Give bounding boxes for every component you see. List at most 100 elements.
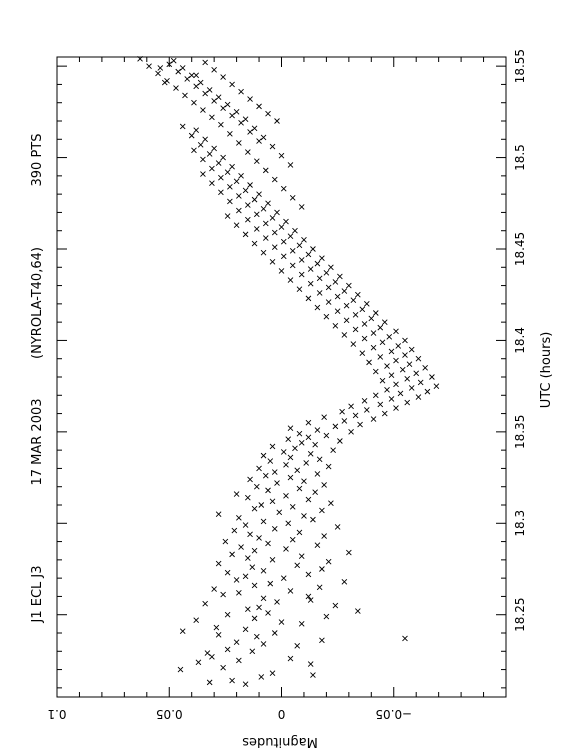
- data-point: [305, 434, 312, 441]
- data-point: [314, 471, 321, 477]
- data-point: [215, 160, 222, 166]
- data-point: [236, 657, 242, 664]
- data-point: [256, 191, 262, 197]
- data-point: [298, 271, 305, 278]
- data-point: [242, 626, 249, 633]
- data-point: [316, 275, 323, 282]
- data-point: [269, 498, 276, 505]
- data-point: [310, 246, 316, 252]
- data-point: [206, 151, 213, 157]
- data-point: [220, 105, 226, 112]
- data-point: [202, 90, 208, 97]
- data-point: [433, 383, 440, 389]
- data-point: [348, 403, 354, 410]
- data-point: [245, 202, 251, 208]
- data-point: [262, 472, 269, 479]
- data-point: [242, 116, 249, 122]
- data-point: [359, 350, 366, 357]
- data-point: [166, 61, 173, 68]
- data-point: [370, 416, 377, 422]
- data-point: [184, 76, 191, 82]
- data-point: [262, 220, 269, 227]
- data-point: [173, 85, 179, 91]
- y-tick-label: −0.05: [375, 707, 412, 721]
- data-point: [229, 551, 235, 558]
- data-point: [319, 507, 325, 514]
- data-point: [314, 542, 321, 549]
- data-point: [278, 268, 285, 274]
- data-point: [328, 500, 334, 506]
- data-point: [285, 436, 292, 442]
- data-point: [238, 120, 244, 126]
- data-point: [379, 339, 386, 346]
- data-point: [280, 185, 287, 192]
- data-point: [399, 366, 406, 373]
- data-point: [346, 282, 352, 289]
- data-point: [363, 301, 370, 307]
- data-point: [218, 189, 224, 196]
- header-date: 17 MAR 2003: [30, 398, 45, 485]
- data-point: [233, 639, 240, 645]
- data-point: [339, 408, 345, 415]
- data-point: [251, 582, 258, 589]
- data-point: [204, 650, 211, 656]
- data-point: [352, 326, 359, 333]
- data-point: [177, 666, 184, 673]
- data-point: [350, 297, 357, 304]
- data-point: [245, 555, 251, 561]
- data-point: [424, 388, 431, 395]
- data-point: [213, 624, 220, 631]
- data-point: [397, 390, 404, 397]
- data-point: [179, 65, 186, 71]
- data-point: [296, 529, 303, 536]
- data-point: [220, 591, 226, 598]
- y-axis-label: Magnitudes: [242, 734, 318, 749]
- data-point: [276, 509, 283, 516]
- data-point: [361, 397, 368, 404]
- data-point: [229, 163, 235, 170]
- data-point: [175, 68, 182, 75]
- data-point: [283, 218, 289, 225]
- data-point: [191, 147, 197, 154]
- data-point: [265, 200, 271, 207]
- data-point: [305, 593, 312, 600]
- data-point: [298, 440, 305, 446]
- data-point: [211, 586, 217, 592]
- data-point: [370, 344, 377, 351]
- data-point: [298, 257, 305, 263]
- data-point: [215, 632, 222, 638]
- data-point: [191, 99, 197, 106]
- data-point: [256, 103, 262, 110]
- data-point: [200, 171, 206, 177]
- data-point: [242, 187, 249, 194]
- data-point: [253, 226, 260, 232]
- data-point: [366, 359, 372, 366]
- data-point: [332, 423, 339, 430]
- data-point: [305, 419, 312, 426]
- data-point: [312, 441, 318, 448]
- data-point: [323, 269, 330, 276]
- data-point: [251, 196, 258, 203]
- data-point: [260, 249, 267, 256]
- data-point: [251, 240, 258, 247]
- data-point: [305, 571, 312, 578]
- data-point: [209, 165, 215, 172]
- data-point: [179, 123, 186, 130]
- data-point: [280, 253, 287, 260]
- data-point: [200, 107, 206, 113]
- data-point: [215, 511, 222, 517]
- data-point: [137, 56, 143, 62]
- data-point: [238, 173, 244, 179]
- data-point: [319, 637, 325, 644]
- data-point: [209, 653, 215, 660]
- data-point: [215, 94, 222, 101]
- data-point: [298, 204, 305, 210]
- data-point: [415, 355, 422, 362]
- data-point: [251, 615, 258, 622]
- data-point: [402, 337, 408, 344]
- data-point: [372, 310, 379, 316]
- data-point: [220, 664, 226, 671]
- data-point: [247, 476, 253, 483]
- data-point: [260, 452, 267, 459]
- data-point: [233, 577, 240, 583]
